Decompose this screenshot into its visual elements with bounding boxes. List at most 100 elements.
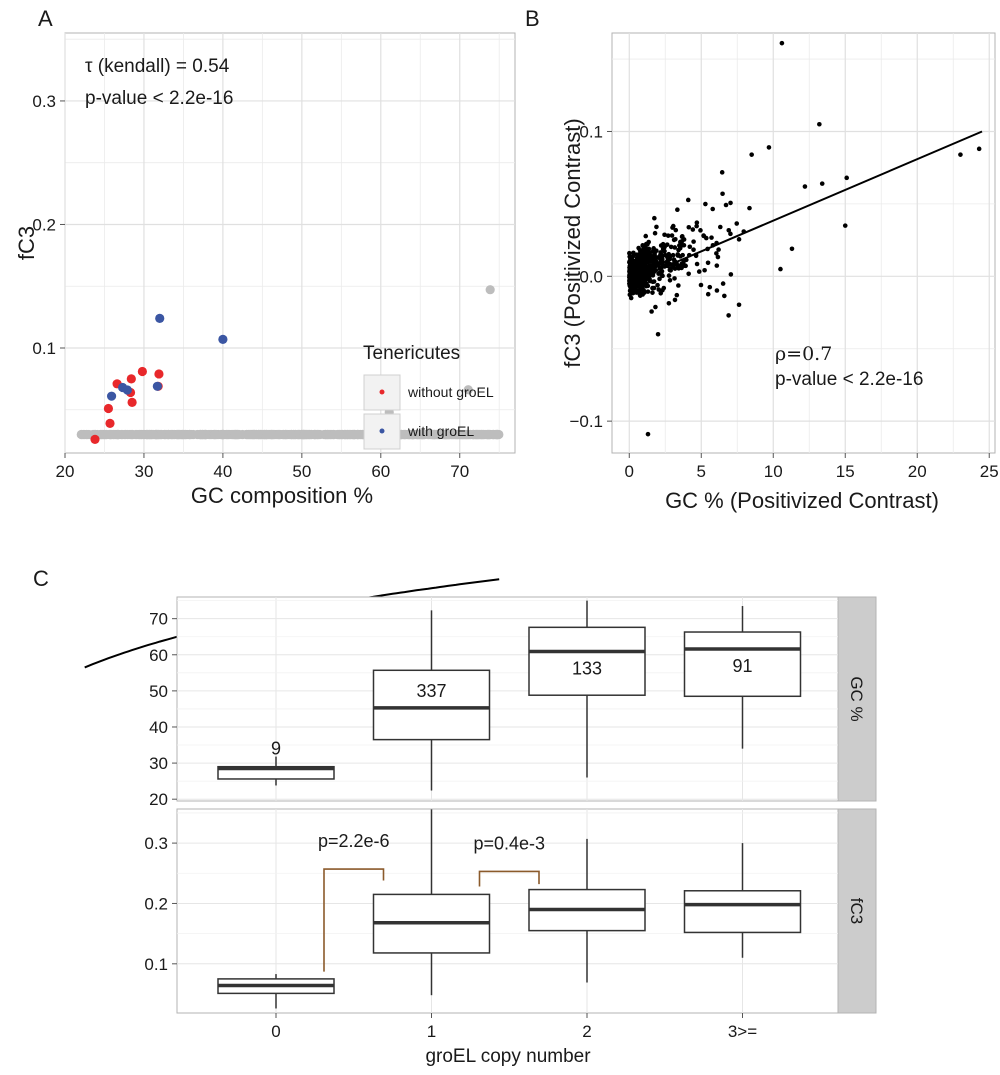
data-point <box>714 263 720 268</box>
panel-a-legend: Tenericutes without groEL with groEL <box>363 343 494 450</box>
p-value-label: p=2.2e-6 <box>318 831 390 851</box>
data-point <box>698 282 704 288</box>
data-point <box>705 291 711 297</box>
data-point <box>766 145 772 150</box>
y-tick-label: 30 <box>149 754 168 773</box>
data-point <box>647 278 653 284</box>
x-tick-label: 60 <box>371 462 390 481</box>
data-point <box>628 275 633 281</box>
box <box>528 626 646 696</box>
panel-c-top-strip-label: GC % <box>847 676 866 721</box>
data-point-gray <box>148 429 158 440</box>
data-point <box>675 207 680 213</box>
panel-c-boxplots: 9 337 133 91 <box>217 600 802 1009</box>
data-point-red <box>105 418 115 428</box>
data-point <box>645 289 651 294</box>
panel-c-x-axis-title: groEL copy number <box>425 1046 591 1067</box>
data-point <box>686 224 692 230</box>
data-point <box>720 281 726 286</box>
data-point <box>668 244 674 250</box>
data-point <box>722 293 727 299</box>
data-point <box>705 260 711 266</box>
data-point <box>661 285 667 291</box>
data-point <box>817 121 822 127</box>
y-tick-label: 0.1 <box>32 339 56 358</box>
x-tick-label: 2 <box>582 1022 591 1041</box>
significance-bracket <box>478 870 540 887</box>
panel-a-letter: A <box>38 6 53 31</box>
data-point <box>642 262 647 267</box>
data-point <box>660 246 666 252</box>
panel-c-axis-ticks: 20 30 40 50 60 70 0.1 0.2 0.3 0 1 2 3>= <box>144 610 757 1041</box>
data-point <box>654 224 659 230</box>
data-point-gray <box>322 429 332 440</box>
sample-count-label: 133 <box>572 659 602 679</box>
panel-b-annotation-2: p-value < 2.2e-16 <box>775 369 923 390</box>
data-point <box>714 251 719 256</box>
x-tick-label: 70 <box>450 462 469 481</box>
data-point-gray <box>335 429 345 440</box>
data-point-gray <box>134 429 144 440</box>
data-point <box>630 259 636 265</box>
x-tick-label: 20 <box>56 462 75 481</box>
data-point-gray <box>218 429 228 440</box>
panel-a-y-axis-title: fC3 <box>14 226 39 260</box>
legend-key-blue <box>379 428 385 434</box>
data-point <box>691 247 696 252</box>
data-point <box>698 228 703 233</box>
data-point <box>628 266 633 272</box>
panel-b-grid <box>612 33 995 453</box>
data-point <box>842 223 848 228</box>
data-point-gray <box>106 429 116 440</box>
data-point <box>679 261 684 267</box>
data-point <box>656 287 661 292</box>
panel-b: B 0 5 10 15 20 25 −0.1 0.0 0.1 ρ=0.7 p-value < 2… <box>525 6 999 513</box>
sample-count-label: 9 <box>271 739 281 759</box>
data-point <box>627 250 632 256</box>
data-point <box>650 262 656 268</box>
data-point-gray <box>249 429 259 440</box>
data-point-red <box>127 397 137 407</box>
y-tick-label: 70 <box>149 610 168 629</box>
data-point <box>715 254 721 260</box>
sample-count-label: 91 <box>732 656 752 676</box>
data-point-gray <box>96 429 106 440</box>
data-point <box>644 281 649 287</box>
data-point <box>665 233 671 238</box>
data-point <box>749 152 754 157</box>
x-tick-label: 3>= <box>728 1022 757 1041</box>
data-point-red <box>90 434 100 445</box>
data-point <box>672 276 677 281</box>
data-point <box>660 261 665 266</box>
data-point <box>728 200 733 206</box>
x-tick-label: 0 <box>625 462 634 481</box>
data-point <box>716 247 721 252</box>
data-point-red <box>137 366 147 377</box>
significance-bracket <box>323 868 385 972</box>
data-point-red <box>154 369 164 379</box>
data-point <box>723 202 729 208</box>
panel-b-letter: B <box>525 6 540 31</box>
data-point <box>631 273 636 278</box>
box <box>683 890 802 934</box>
panel-a-tenericutes-points <box>90 313 228 445</box>
data-point <box>728 231 733 237</box>
fit-line <box>628 130 983 284</box>
y-tick-label: −0.1 <box>569 412 603 431</box>
y-tick-label: 0.2 <box>32 215 56 234</box>
data-point <box>678 254 683 259</box>
data-point-gray <box>210 429 220 440</box>
data-point-red <box>126 374 136 384</box>
data-point <box>747 205 752 211</box>
x-tick-label: 25 <box>980 462 999 481</box>
data-point <box>778 266 783 272</box>
data-point <box>631 252 636 257</box>
data-point <box>666 273 672 278</box>
data-point-gray <box>491 429 502 440</box>
x-tick-label: 10 <box>764 462 783 481</box>
data-point <box>690 227 696 232</box>
data-point-red <box>103 403 114 414</box>
panel-c-bottom-strip-label: fC3 <box>847 898 866 924</box>
panel-a-x-axis-title: GC composition % <box>191 483 373 508</box>
data-point <box>640 254 646 260</box>
